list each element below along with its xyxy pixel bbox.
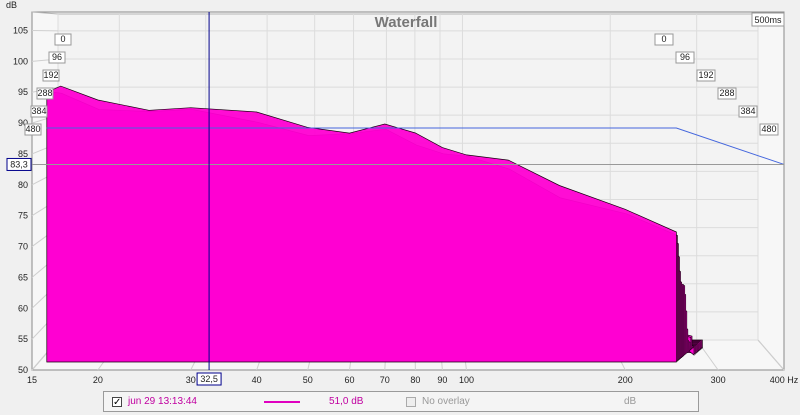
time-tick-box-left (54, 33, 72, 46)
time-tick-box-left (24, 123, 42, 136)
measurement-level: 51,0 dB (329, 396, 364, 407)
time-tick-box-right (654, 33, 674, 46)
y-tick-label: 95 (18, 87, 28, 97)
y-axis-unit: dB (6, 0, 17, 10)
cursor-x-box (196, 372, 222, 386)
time-tick-left: 288 (37, 88, 52, 98)
overlay-unit: dB (624, 396, 637, 407)
y-tick-label: 70 (18, 242, 28, 252)
time-tick-box-right (717, 87, 737, 100)
legend-bar: ✓ jun 29 13:13:44 51,0 dB No overlay dB (103, 391, 699, 412)
time-tick-left: 0 (60, 34, 65, 44)
time-tick-right: 480 (761, 124, 776, 134)
x-tick-label: 100 (459, 375, 474, 385)
y-tick-label: 75 (18, 211, 28, 221)
time-tick-right: 96 (680, 52, 690, 62)
time-tick-box-right (738, 105, 758, 118)
x-tick-label: 15 (27, 375, 37, 385)
cursor-y-label: 83,3 (10, 159, 28, 169)
chart-overlays: 83,3 32,5 (6, 12, 785, 386)
time-tick-box-left (36, 87, 54, 100)
time-tick-right: 288 (719, 88, 734, 98)
time-tick-box-right (675, 51, 695, 64)
measurement-checkbox[interactable]: ✓ (112, 397, 122, 408)
x-tick-label: 50 (303, 375, 313, 385)
chart-title: Waterfall (375, 14, 438, 31)
time-axis-max-label: 500ms (754, 15, 782, 25)
y-tick-label: 60 (18, 303, 28, 313)
x-tick-label: 200 (618, 375, 633, 385)
time-tick-right: 192 (698, 70, 713, 80)
time-tick-box-right (759, 123, 779, 136)
cursor-x-label: 32,5 (200, 374, 218, 384)
x-tick-label: 20 (93, 375, 103, 385)
x-tick-label: 400 Hz (770, 375, 799, 385)
reference-line (46, 127, 785, 165)
x-tick-label: 300 (711, 375, 726, 385)
y-tick-label: 65 (18, 272, 28, 282)
x-tick-label: 60 (344, 375, 354, 385)
measurement-label[interactable]: jun 29 13:13:44 (128, 396, 197, 407)
time-axis-max-box (751, 12, 785, 27)
overlay-checkbox[interactable] (406, 397, 416, 407)
time-tick-left: 96 (52, 52, 62, 62)
overlay-label[interactable]: No overlay (422, 396, 470, 407)
time-tick-left: 192 (43, 70, 58, 80)
y-tick-label: 80 (18, 180, 28, 190)
x-tick-label: 70 (380, 375, 390, 385)
x-tick-label: 90 (437, 375, 447, 385)
time-tick-left: 480 (25, 124, 40, 134)
time-tick-box-right (696, 69, 716, 82)
trace-swatch (264, 401, 300, 403)
top-edge-left (31, 11, 59, 15)
cursor-y-box (6, 157, 32, 171)
y-tick-label: 85 (18, 149, 28, 159)
x-tick-label: 40 (252, 375, 262, 385)
x-tick-label: 80 (410, 375, 420, 385)
time-tick-box-left (48, 51, 66, 64)
y-tick-label: 100 (13, 56, 28, 66)
waterfall-slices (46, 85, 703, 363)
time-tick-right: 384 (740, 106, 755, 116)
grid-x-floor (757, 339, 785, 371)
axis-ticks: 15 20 30 40 50 60 70 80 90 100 200 300 400 Hz 50 55 60 6… (13, 26, 799, 385)
y-tick-label: 55 (18, 334, 28, 344)
y-tick-label: 90 (18, 118, 28, 128)
x-tick-label: 30 (186, 375, 196, 385)
time-tick-right: 0 (661, 34, 666, 44)
waterfall-slice (46, 85, 677, 363)
y-tick-label: 50 (18, 365, 28, 375)
time-tick-box-left (42, 69, 60, 82)
time-tick-box-left (30, 105, 48, 118)
time-tick-left: 384 (31, 106, 46, 116)
y-tick-label: 105 (13, 26, 28, 36)
